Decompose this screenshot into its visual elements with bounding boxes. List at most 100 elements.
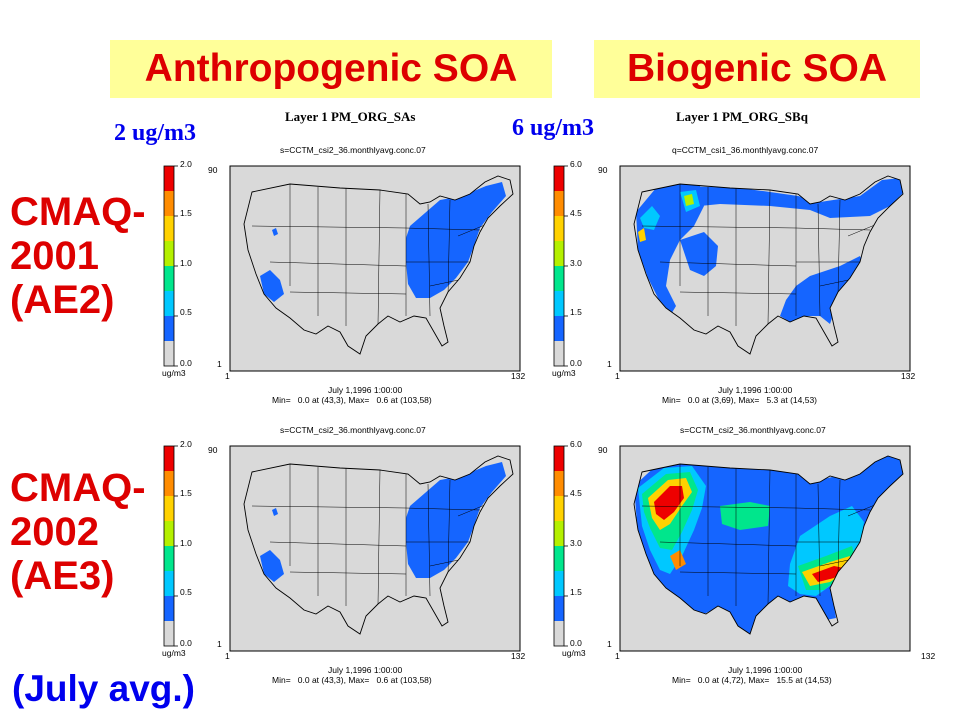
row-label-cmaq-2001: CMAQ- 2001 (AE2) [10,190,146,322]
header-anthropogenic-soa: Anthropogenic SOA [110,40,552,98]
colorbar-segment [554,216,564,241]
state-border [427,203,431,317]
map-panel-anthropogenic-2001: s=CCTM_csi2_36.monthlyavg.conc.07 2.0 1.… [150,128,570,408]
state-border [817,483,821,597]
min-max-label: Min= 0.0 at (4,72), Max= 15.5 at (14,53) [672,675,832,685]
unit-label: ug/m3 [162,648,186,658]
state-border [641,505,797,509]
state-border [817,203,821,317]
map-graphic [553,165,911,372]
tick-label: 6.0 [570,159,582,169]
row-label-line: 2001 [10,234,99,278]
scale-note-right: 6 ug/m3 [512,115,595,141]
state-border [289,291,407,295]
tick-label: 6.0 [570,439,582,449]
colorbar-segment [554,621,564,646]
colorbar-segment [554,316,564,341]
concentration-layer [636,178,903,324]
colorbar-segment [554,571,564,596]
unit-label: ug/m3 [162,368,186,378]
concentration-region [406,182,506,298]
tick-label: 1.5 [570,307,582,317]
colorbar-segment [554,596,564,621]
date-label: July 1,1996 1:00:00 [718,385,793,395]
tick-label: 1.5 [180,488,192,498]
axis-x-right: 132 [921,651,936,661]
us-outline [243,175,514,355]
tick-label: 0.0 [570,638,582,648]
colorbar-segment [164,521,174,546]
unit-label: ug/m3 [562,648,586,658]
axis-y-bottom: 1 [607,639,612,649]
axis-x-left: 1 [225,371,230,381]
colorbar-segment [164,166,174,191]
colorbar-segment [554,471,564,496]
state-border [377,189,381,325]
concentration-layer [260,462,506,582]
map-graphic [163,165,521,372]
state-border [767,469,771,605]
tick-label: 2.0 [180,159,192,169]
colorbar-segment [164,216,174,241]
tick-label: 2.0 [180,439,192,449]
colorbar-segment [554,166,564,191]
state-border [837,479,841,577]
panel-file-label: s=CCTM_csi2_36.monthlyavg.conc.07 [280,425,426,435]
axis-y-bottom: 1 [217,359,222,369]
min-label: Min= [272,395,291,405]
row-label-line: CMAQ- [10,190,146,234]
date-label: July 1,1996 1:00:00 [328,385,403,395]
axis-y-bottom: 1 [607,359,612,369]
state-border [405,227,481,231]
concentration-region [260,270,284,302]
row-label-line: (AE2) [10,278,115,322]
map-graphic [553,445,911,652]
max-value: 15.5 at (14,53) [776,675,832,685]
layer-title-left: Layer 1 PM_ORG_SAs [285,109,416,124]
footnote-july-avg: (July avg.) [12,668,195,709]
concentration-region [406,462,506,578]
map-panel-anthropogenic-2002: s=CCTM_csi2_36.monthlyavg.conc.07 2.0 1.… [150,408,570,688]
tick-label: 1.0 [180,258,192,268]
state-borders [251,464,493,606]
min-value: 0.0 at (43,3), Max= [297,395,370,405]
state-borders [251,184,493,326]
map-content [243,455,514,635]
layer-title-right: Layer 1 PM_ORG_SBq [676,109,808,124]
colorbar-segment [164,621,174,646]
tick-label: 4.5 [570,208,582,218]
tick-label: 0.0 [570,358,582,368]
concentration-region [654,486,684,520]
axis-x-right: 132 [511,651,526,661]
colorbar-segment [554,341,564,366]
state-border [427,483,431,597]
concentration-layer [634,456,903,634]
tick-label: 4.5 [570,488,582,498]
state-border [377,469,381,605]
date-label: July 1,1996 1:00:00 [728,665,803,675]
colorbar-segment [164,446,174,471]
panel-file-label: s=CCTM_csi2_36.monthlyavg.conc.07 [680,425,826,435]
colorbar-segment [164,241,174,266]
axis-y-bottom: 1 [217,639,222,649]
state-border [679,291,797,295]
state-border [679,571,797,575]
colorbar-segment [164,471,174,496]
min-value: 0.0 at (4,72), Max= [697,675,770,685]
axis-x-left: 1 [615,371,620,381]
colorbar-segment [554,266,564,291]
axis-x-right: 132 [511,371,526,381]
us-outline [633,175,904,355]
scale-note-left: 2 ug/m3 [114,120,197,146]
colorbar-segment [164,496,174,521]
concentration-region [812,566,844,582]
us-outline [633,455,904,635]
min-max-label: Min= 0.0 at (43,3), Max= 0.6 at (103,58) [272,675,432,685]
colorbar-segment [554,241,564,266]
axis-x-left: 1 [225,651,230,661]
state-border [251,505,407,509]
concentration-region [260,550,284,582]
axis-y-top: 90 [598,445,608,455]
concentration-region [684,194,694,206]
us-outline [243,455,514,635]
